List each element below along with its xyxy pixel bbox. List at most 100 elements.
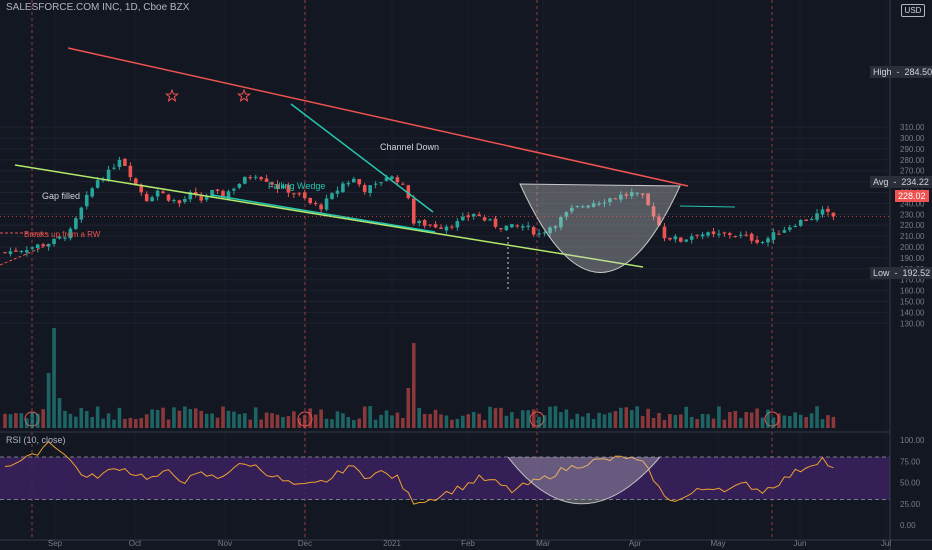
candle-body <box>804 219 808 221</box>
volume-bar <box>564 409 569 428</box>
volume-bar <box>286 416 291 428</box>
wedge-lower-line <box>211 194 436 233</box>
candle-body <box>771 232 776 240</box>
volume-bar <box>275 414 280 428</box>
candle-body <box>439 227 443 229</box>
candle-body <box>744 234 748 236</box>
candle-body <box>384 177 389 181</box>
volume-bar <box>591 419 596 428</box>
candle-body <box>352 178 356 183</box>
candle-body <box>559 216 563 228</box>
price-tick-label: 230.00 <box>900 210 925 219</box>
candle-body <box>575 205 580 207</box>
candle-body <box>749 233 754 241</box>
volume-bar <box>700 413 705 428</box>
candle-body <box>123 158 127 166</box>
candle-body <box>232 188 236 191</box>
volume-bar <box>106 413 111 428</box>
candle-body <box>668 237 672 240</box>
volume-bar <box>668 413 672 428</box>
candle-body <box>401 183 405 185</box>
candle-body <box>395 177 400 183</box>
volume-bar <box>722 419 727 428</box>
candle-body <box>79 207 84 220</box>
candle-body <box>134 178 138 184</box>
volume-bar <box>297 418 302 428</box>
volume-bar <box>362 406 367 428</box>
candle-body <box>172 200 176 202</box>
volume-bar <box>8 414 13 428</box>
candle-body <box>390 176 394 180</box>
rsi-indicator-label[interactable]: RSI (10, close) <box>6 435 66 445</box>
volume-bar <box>477 413 481 428</box>
volume-bar <box>733 411 738 428</box>
volume-bar <box>352 419 356 428</box>
candle-body <box>112 167 116 169</box>
candle-body <box>210 189 214 197</box>
candle-body <box>461 216 465 221</box>
volume-bar <box>570 419 574 428</box>
candle-body <box>8 251 13 254</box>
candle-body <box>531 227 536 235</box>
candle-body <box>526 225 530 227</box>
candle-body <box>275 184 280 189</box>
candle-body <box>450 226 454 228</box>
volume-bar <box>439 414 443 428</box>
volume-bar <box>646 408 650 428</box>
candle-body <box>281 185 285 188</box>
volume-bar <box>14 413 18 428</box>
volume-bar <box>804 417 808 428</box>
candle-body <box>144 193 149 202</box>
candle-body <box>150 197 154 202</box>
candle-body <box>471 213 476 217</box>
volume-bar <box>526 410 530 428</box>
volume-bar <box>243 413 247 428</box>
currency-badge[interactable]: USD <box>901 4 925 17</box>
volume-bar <box>673 415 678 428</box>
volume-bar <box>444 415 449 428</box>
candle-body <box>106 169 111 180</box>
candle-body <box>46 243 51 247</box>
volume-bar <box>134 419 138 428</box>
volume-bar <box>210 413 214 428</box>
volume-bar <box>728 412 732 428</box>
volume-bar <box>760 417 765 428</box>
volume-bar <box>717 406 721 428</box>
price-tick-label: 170.00 <box>900 276 925 285</box>
volume-bar <box>635 406 639 428</box>
volume-bar <box>74 416 78 428</box>
volume-bar <box>520 410 525 428</box>
volume-bar <box>259 419 263 428</box>
volume-bar <box>79 407 84 428</box>
target-line <box>679 205 736 208</box>
candle-body <box>613 198 618 200</box>
candle-body <box>815 213 819 220</box>
volume-bar <box>559 412 563 428</box>
candle-body <box>722 232 727 234</box>
volume-bar <box>25 418 29 428</box>
volume-bar <box>172 407 176 428</box>
volume-bar <box>401 417 405 428</box>
volume-bar <box>19 413 24 428</box>
candle-body <box>243 176 247 184</box>
candle-body <box>319 204 323 210</box>
volume-bar <box>112 419 116 428</box>
channel-upper-line <box>67 47 689 187</box>
candle-body <box>30 247 35 249</box>
time-tick-label: Mar <box>536 539 550 548</box>
volume-bar <box>826 415 830 428</box>
rsi-tick-label: 0.00 <box>900 521 916 530</box>
candle-body <box>428 224 432 226</box>
price-tick-label: 300.00 <box>900 134 925 143</box>
candle-body <box>738 234 743 236</box>
candle-body <box>477 214 481 216</box>
candle-body <box>19 250 24 252</box>
candle-body <box>570 207 574 212</box>
candle-body <box>14 250 18 252</box>
volume-bar <box>193 408 198 428</box>
candle-body <box>422 220 427 226</box>
volume-bar <box>281 417 285 428</box>
high-price-tag: High - 284.50 <box>870 66 932 78</box>
volume-bar <box>651 418 656 428</box>
